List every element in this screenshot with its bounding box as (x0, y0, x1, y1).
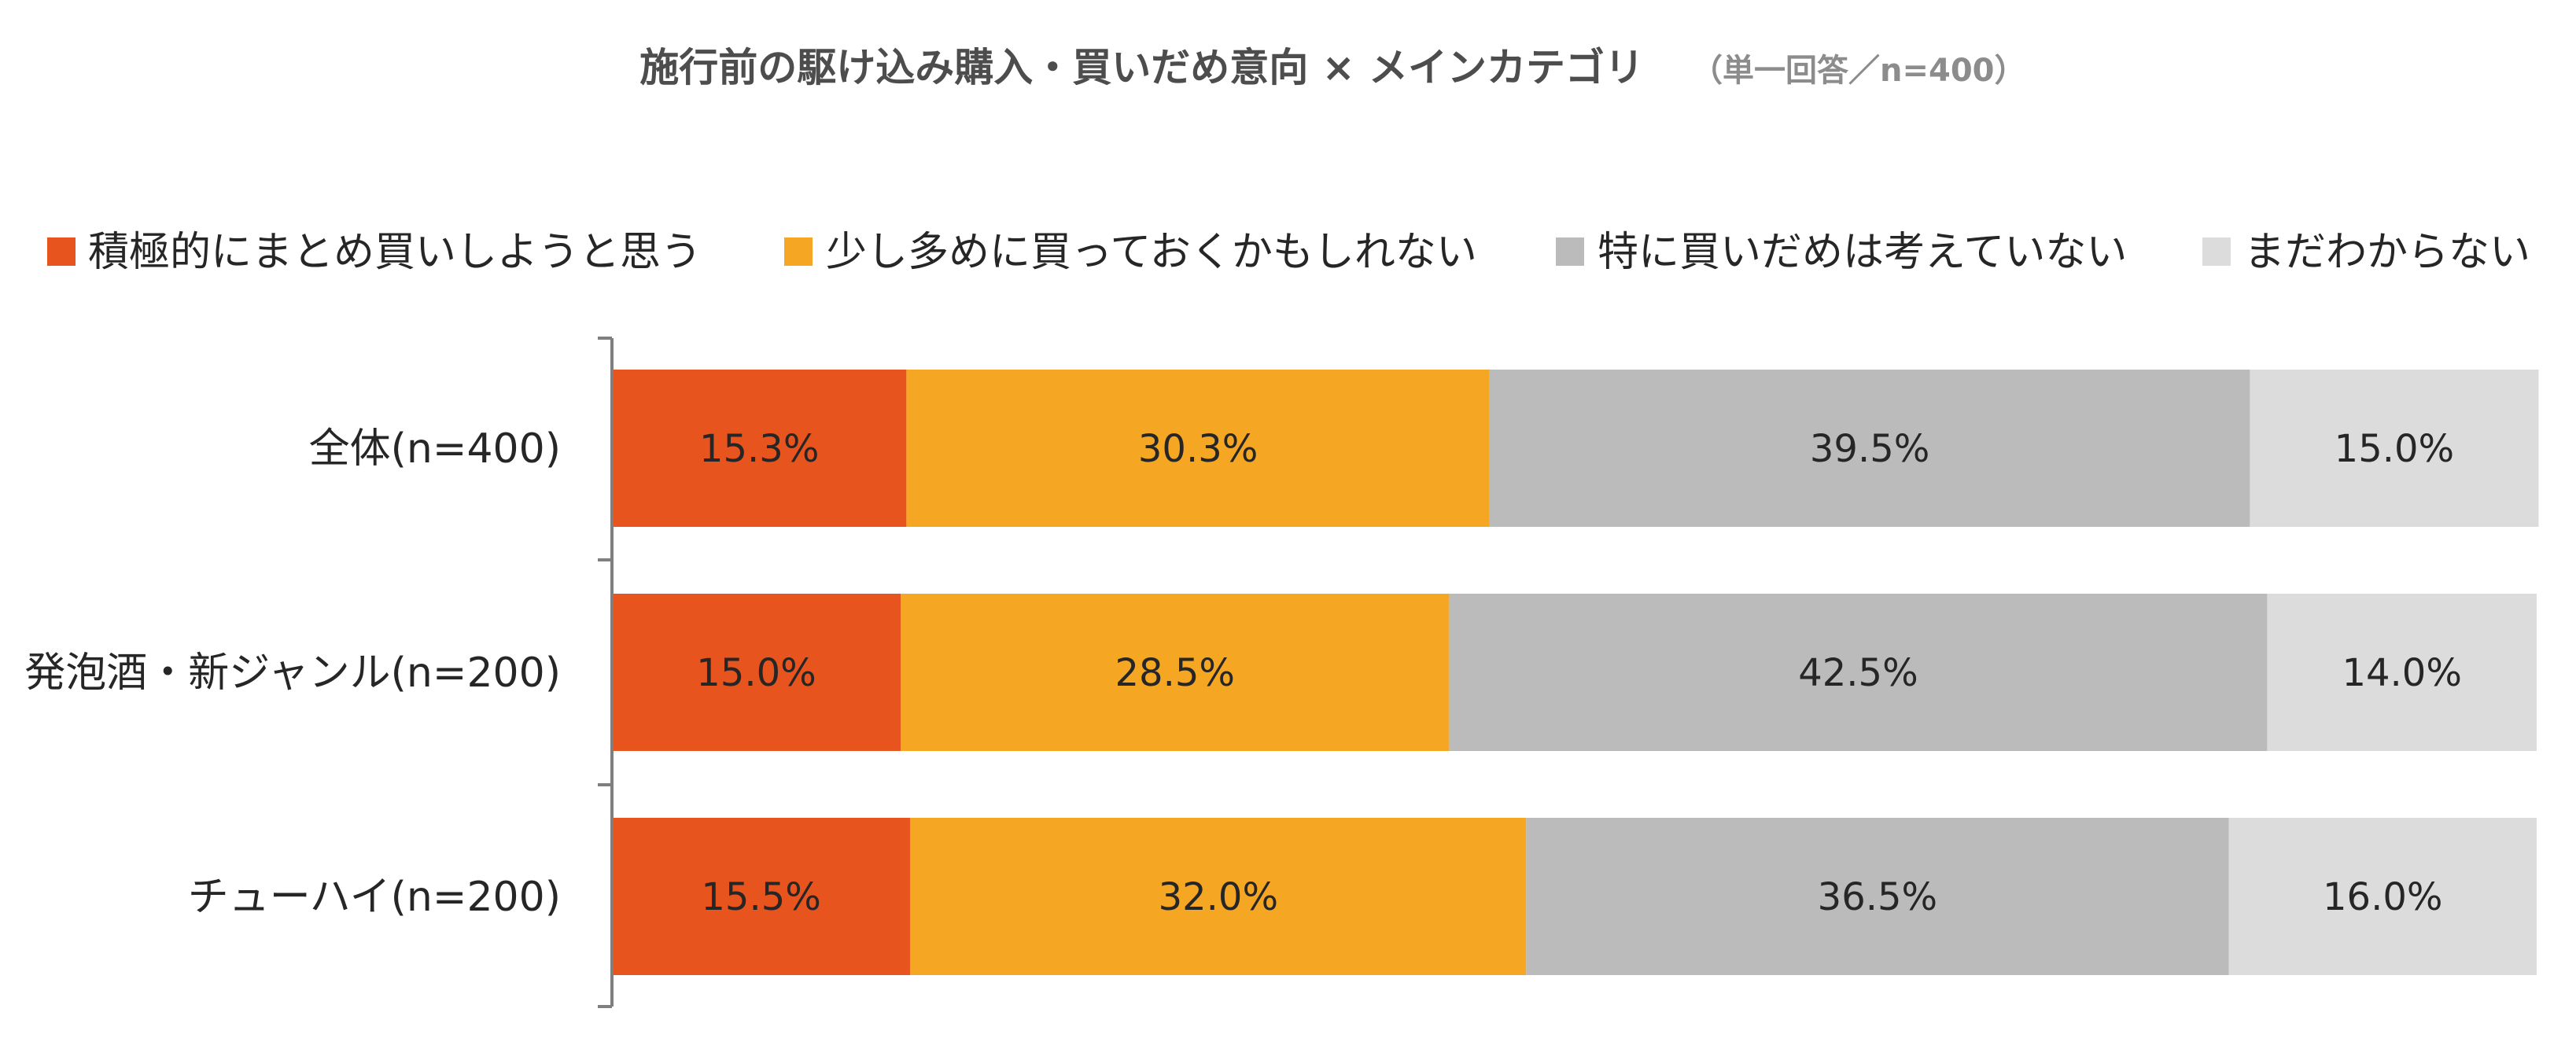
bar-segment-2-2 (901, 594, 1450, 751)
bar-segment-1-4 (2250, 370, 2539, 527)
bar-segment-3-3 (1526, 818, 2229, 975)
data-label-1-1: 15.3% (699, 427, 819, 471)
bar-segment-1-1 (612, 370, 907, 527)
data-label-1-2: 30.3% (1138, 427, 1258, 471)
category-axis (598, 337, 614, 1008)
bar-segment-2-4 (2267, 594, 2537, 751)
data-label-3-2: 32.0% (1159, 875, 1278, 919)
chart-subtitle: （単一回答／n=400） (1691, 53, 2026, 89)
legend-swatch-4 (2202, 237, 2231, 266)
bar-segment-3-1 (612, 818, 911, 975)
chart-title: 施行前の駆け込み購入・買いだめ意向 × メインカテゴリ (639, 45, 1644, 90)
bar-segment-1-2 (906, 370, 1490, 527)
legend-label-4: まだわからない (2244, 229, 2530, 276)
data-label-1-4: 15.0% (2335, 427, 2454, 471)
data-label-2-1: 15.0% (696, 651, 816, 695)
bar-segment-3-2 (910, 818, 1527, 975)
legend-label-2: 少し多めに買っておくかもしれない (826, 229, 1477, 276)
data-label-3-4: 16.0% (2323, 875, 2442, 919)
legend-label-1: 積極的にまとめ買いしようと思う (88, 229, 702, 276)
bar-segment-2-3 (1449, 594, 2268, 751)
bar-segment-1-3 (1489, 370, 2250, 527)
data-label-2-4: 14.0% (2342, 651, 2461, 695)
legend: 積極的にまとめ買いしようと思う 少し多めに買っておくかもしれない 特に買いだめは考え… (47, 229, 2530, 276)
category-label-3: チューハイ(n=200) (188, 874, 561, 921)
legend-swatch-3 (1556, 237, 1584, 266)
bars: 15.3% 30.3% 39.5% 15.0% 15.0% 28.5% 42.5% 14.0%… (612, 370, 2539, 975)
data-label-2-2: 28.5% (1115, 651, 1235, 695)
bar-segment-3-4 (2228, 818, 2537, 975)
category-label-1: 全体(n=400) (309, 425, 561, 473)
legend-label-3: 特に買いだめは考えていない (1598, 229, 2127, 276)
data-label-2-3: 42.5% (1798, 651, 1918, 695)
legend-swatch-1 (47, 237, 76, 266)
data-label-3-3: 36.5% (1818, 875, 1937, 919)
data-label-3-1: 15.5% (701, 875, 820, 919)
legend-swatch-2 (784, 237, 813, 266)
data-label-1-3: 39.5% (1810, 427, 1929, 471)
category-labels: 全体(n=400) 発泡酒・新ジャンル(n=200) チューハイ(n=200) (24, 425, 561, 921)
category-label-2: 発泡酒・新ジャンル(n=200) (24, 650, 561, 697)
bar-segment-2-1 (612, 594, 901, 751)
